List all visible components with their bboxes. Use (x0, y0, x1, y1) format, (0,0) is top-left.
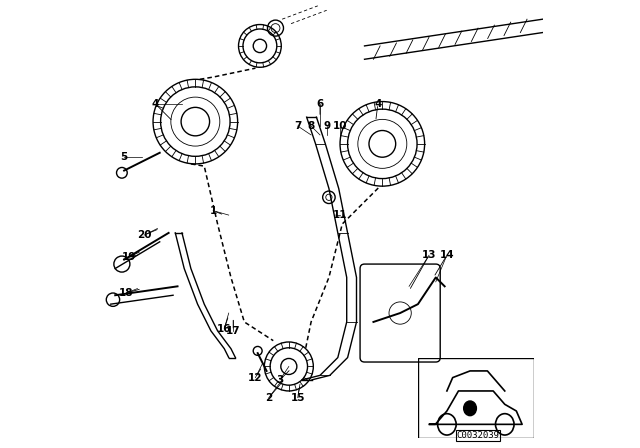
Text: C0032039: C0032039 (456, 431, 500, 440)
Text: 6: 6 (316, 99, 324, 109)
Text: 16: 16 (217, 323, 232, 334)
Text: 13: 13 (422, 250, 436, 260)
Text: 17: 17 (226, 326, 241, 336)
Text: 19: 19 (122, 252, 136, 263)
Text: 15: 15 (291, 392, 305, 403)
Text: 1: 1 (209, 206, 217, 215)
Text: 5: 5 (120, 152, 128, 162)
Text: 20: 20 (137, 230, 152, 240)
Text: 2: 2 (265, 392, 273, 403)
Text: 10: 10 (333, 121, 348, 131)
Text: 4: 4 (374, 99, 381, 109)
Text: 12: 12 (248, 373, 262, 383)
Text: 9: 9 (323, 121, 330, 131)
Text: 14: 14 (440, 250, 454, 260)
Text: 3: 3 (276, 375, 284, 385)
Text: 8: 8 (307, 121, 315, 131)
Text: 11: 11 (333, 210, 348, 220)
Text: 4: 4 (152, 99, 159, 109)
Text: 7: 7 (294, 121, 301, 131)
Text: 18: 18 (119, 288, 134, 298)
